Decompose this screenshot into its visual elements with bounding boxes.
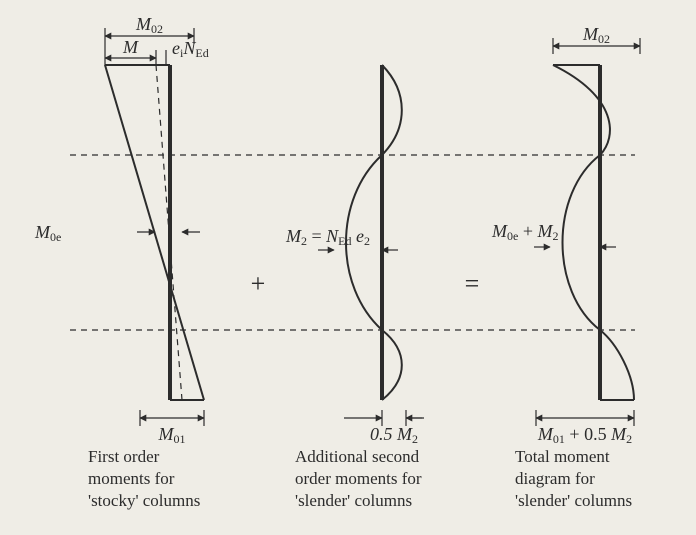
svg-text:order moments for: order moments for: [295, 469, 422, 488]
caption-2: Additional second order moments for 'slend…: [295, 447, 422, 510]
d2-label-05m2: 0.5 M2: [370, 424, 418, 446]
d2-label-m2eq: M2 = NEd e2: [285, 226, 370, 248]
svg-text:'slender' columns: 'slender' columns: [515, 491, 632, 510]
svg-text:'stocky' columns: 'stocky' columns: [88, 491, 200, 510]
plus-symbol: +: [251, 269, 266, 298]
svg-text:diagram for: diagram for: [515, 469, 595, 488]
svg-text:Additional second: Additional second: [295, 447, 420, 466]
equals-symbol: =: [465, 269, 480, 298]
d3-label-m01-05m2: M01 + 0.5 M2: [537, 424, 632, 446]
svg-text:First order: First order: [88, 447, 160, 466]
svg-text:moments for: moments for: [88, 469, 175, 488]
d3-label-moem2: M0e + M2: [491, 221, 558, 243]
d1-label-m: M: [122, 37, 139, 57]
svg-text:'slender' columns: 'slender' columns: [295, 491, 412, 510]
svg-text:Total moment: Total moment: [515, 447, 610, 466]
